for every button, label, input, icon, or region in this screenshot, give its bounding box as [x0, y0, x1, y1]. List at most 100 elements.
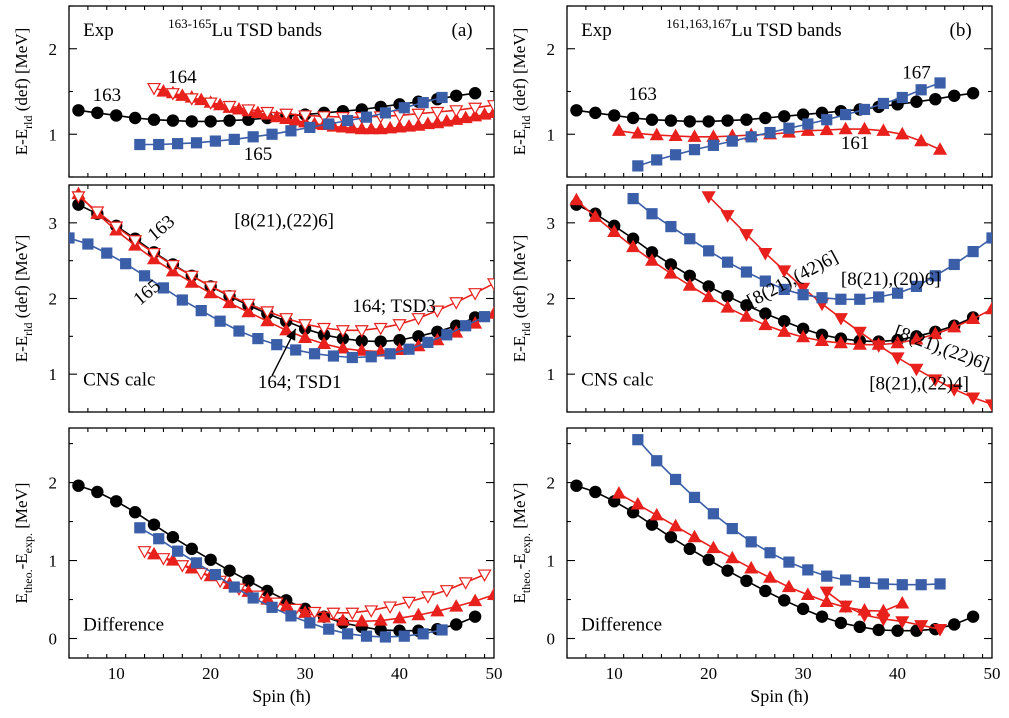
data-point [838, 600, 853, 614]
data-point [668, 518, 683, 532]
data-point [649, 127, 664, 141]
annotation-label: [8(21),(22)4] [869, 373, 969, 394]
data-point [241, 104, 256, 117]
y-axis-label: Etheo.-Eexp. [MeV] [510, 483, 533, 604]
data-point [228, 133, 240, 145]
series-layer [72, 479, 494, 643]
data-point [383, 601, 398, 614]
data-point [436, 91, 448, 104]
annotation-label: 163 [93, 85, 122, 106]
annotation-label: [8(21),(22)6] [234, 211, 334, 232]
plot-frame [68, 427, 495, 659]
panel-b-mid: 1 2 3 E-Erld (def) [MeV] [8(21),(20)6] [8(21)… [510, 184, 993, 413]
data-point [298, 330, 313, 343]
data-point [477, 569, 492, 583]
data-point [914, 620, 929, 633]
data-point [138, 270, 151, 282]
series-163 [72, 479, 482, 637]
data-point [379, 107, 391, 119]
title-sup: 163-165 [168, 16, 211, 31]
data-point [721, 114, 734, 127]
data-point [871, 340, 886, 353]
data-point [890, 335, 905, 349]
y-tick-label: 1 [547, 552, 556, 571]
data-point [335, 119, 350, 133]
data-point [373, 322, 388, 336]
data-point [233, 325, 245, 337]
data-point [778, 594, 791, 607]
data-point [948, 89, 961, 102]
data-point [486, 100, 494, 113]
data-point [910, 280, 923, 292]
data-point [478, 311, 491, 323]
data-point [128, 506, 142, 519]
y-tick-label: 2 [547, 40, 556, 59]
data-point [72, 104, 85, 117]
annotation-label: 163 [628, 84, 657, 105]
data-point [744, 560, 759, 574]
data-point [740, 266, 753, 278]
data-point [166, 530, 180, 544]
data-point [486, 306, 494, 319]
data-point [360, 630, 373, 642]
data-point [430, 106, 445, 120]
data-point [721, 564, 734, 577]
data-point [260, 106, 275, 120]
data-point [354, 343, 369, 356]
data-point [934, 578, 946, 590]
series-line [576, 484, 974, 632]
data-point [222, 100, 237, 114]
x-tick-label: 50 [984, 664, 1001, 683]
data-point [797, 289, 809, 301]
data-point [184, 270, 199, 284]
data-point [966, 311, 981, 325]
data-point [411, 313, 426, 326]
data-point [703, 245, 715, 257]
data-point [645, 113, 659, 126]
data-point [688, 491, 701, 503]
annotation-label: CNS calc [83, 370, 155, 391]
data-point [665, 221, 677, 233]
series-line [708, 195, 992, 406]
data-point [725, 550, 740, 564]
data-point [266, 128, 278, 140]
data-point [422, 336, 434, 348]
data-point [644, 253, 660, 266]
data-point [271, 339, 283, 351]
data-point [323, 118, 335, 130]
data-point [241, 304, 256, 318]
y-label-sub: rld [519, 116, 533, 129]
data-point [383, 120, 398, 134]
data-point [153, 138, 165, 151]
data-point [228, 581, 240, 593]
data-point [777, 265, 792, 278]
data-point [966, 87, 980, 100]
x-tick-label: 20 [202, 664, 219, 683]
data-point [854, 293, 866, 305]
x-tick-label: 30 [795, 664, 812, 683]
data-point [835, 293, 847, 305]
y-tick-label: 1 [49, 125, 58, 144]
data-point [928, 326, 943, 340]
y-label-sub: theo. [519, 569, 533, 593]
data-point [984, 399, 992, 412]
data-point [165, 260, 180, 273]
y-label-part: -E [12, 553, 31, 569]
data-point [109, 221, 124, 235]
data-point [701, 191, 716, 204]
data-point [815, 610, 829, 623]
data-point [890, 352, 905, 365]
data-point [840, 574, 852, 586]
data-point [720, 300, 735, 313]
data-point [458, 577, 473, 590]
annotation-label: 165 [130, 275, 165, 309]
data-point [611, 486, 626, 499]
data-point [175, 560, 190, 573]
data-point [739, 309, 754, 322]
series-167 [632, 77, 946, 172]
data-point [948, 618, 961, 631]
y-tick-label: 1 [49, 552, 58, 571]
title-main: Lu TSD bands [212, 20, 322, 41]
data-point [91, 485, 104, 499]
x-tick-label: 30 [297, 664, 314, 683]
